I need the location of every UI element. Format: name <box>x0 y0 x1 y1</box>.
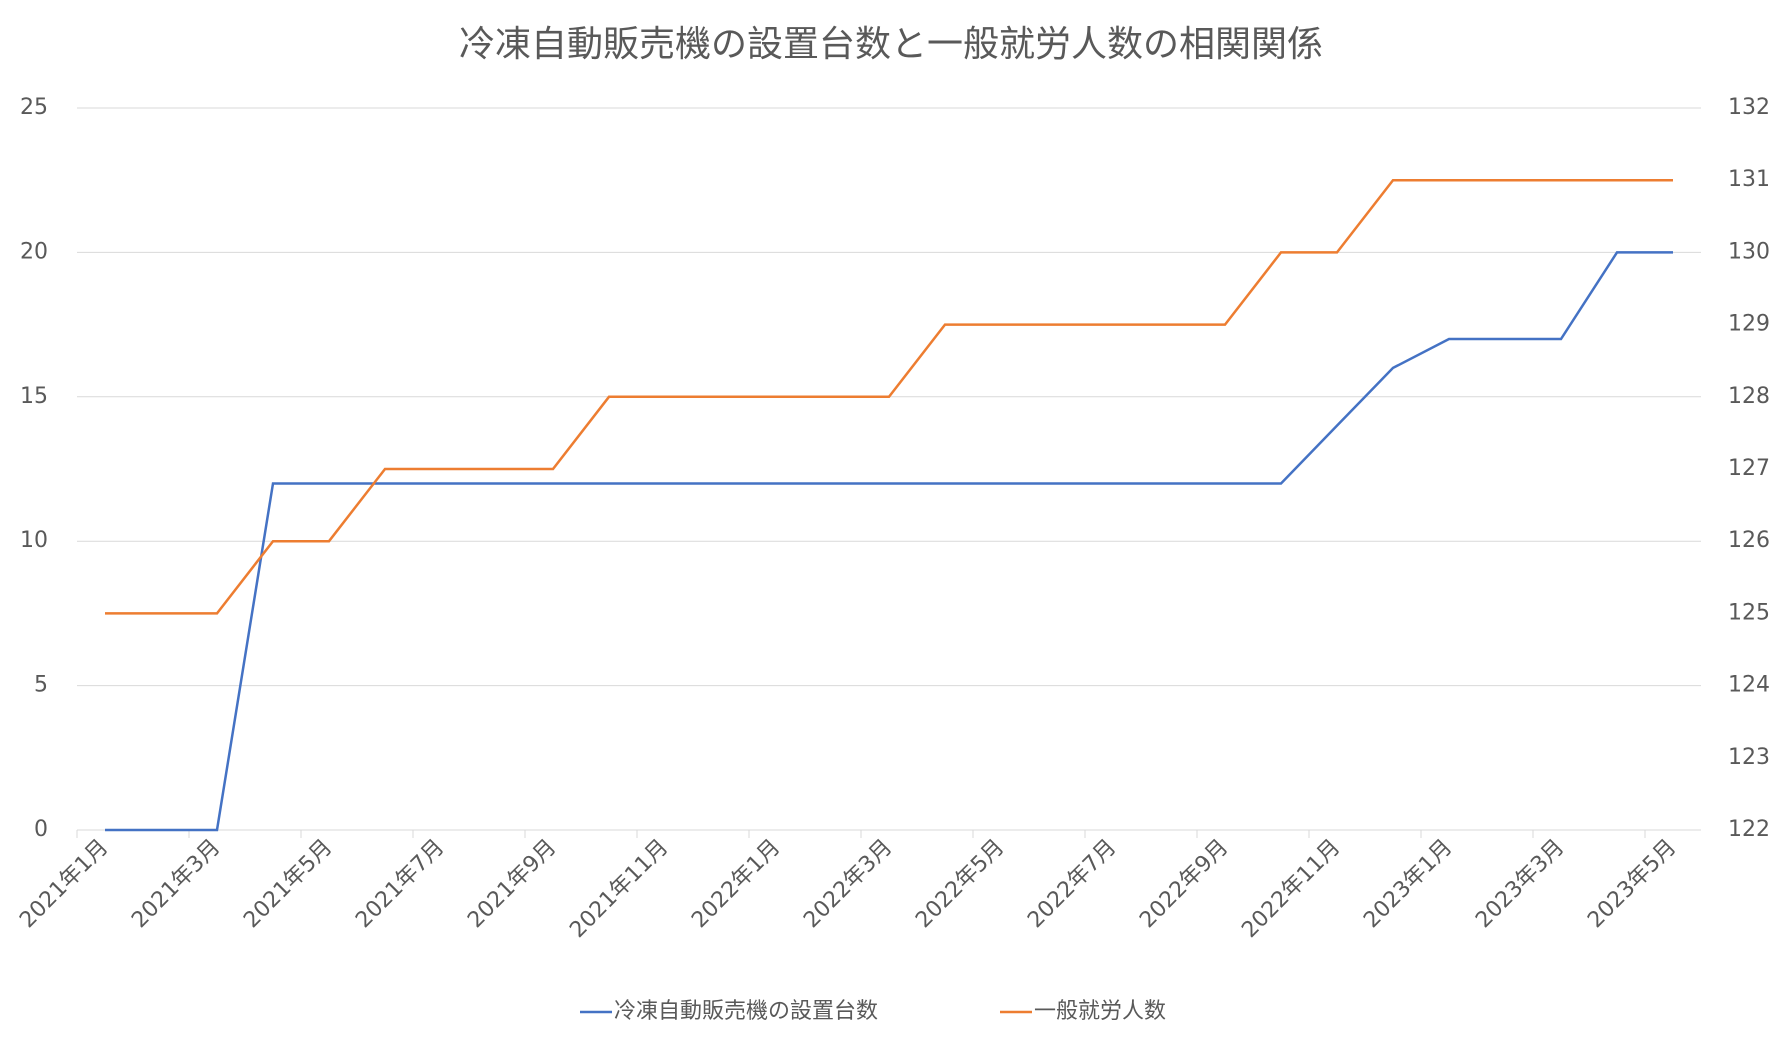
y2-tick-label: 125 <box>1728 600 1770 625</box>
y-tick-label: 25 <box>20 95 48 120</box>
y2-tick-label: 127 <box>1728 456 1770 481</box>
x-tick-label: 2021年5月 <box>239 835 337 933</box>
y2-tick-label: 124 <box>1728 673 1770 698</box>
x-tick-label: 2021年3月 <box>127 835 225 933</box>
x-tick-label: 2021年1月 <box>15 835 113 933</box>
series-line <box>105 251 1673 832</box>
y-tick-label: 20 <box>20 239 48 264</box>
y2-tick-label: 128 <box>1728 384 1770 409</box>
x-tick-label: 2022年1月 <box>687 835 785 933</box>
x-tick-label: 2023年3月 <box>1471 835 1569 933</box>
x-tick-label: 2021年7月 <box>351 835 449 933</box>
y-tick-label: 5 <box>34 673 48 698</box>
y2-tick-label: 122 <box>1728 817 1770 842</box>
y2-tick-label: 131 <box>1728 167 1770 192</box>
chart-title: 冷凍自動販売機の設置台数と一般就労人数の相関関係 <box>459 24 1323 65</box>
y2-tick-label: 123 <box>1728 745 1770 770</box>
y2-tick-label: 129 <box>1728 312 1770 337</box>
x-tick-label: 2022年5月 <box>911 835 1009 933</box>
x-tick-label: 2023年1月 <box>1359 835 1457 933</box>
y-tick-label: 10 <box>20 528 48 553</box>
x-tick-label: 2022年7月 <box>1023 835 1121 933</box>
x-tick-label: 2022年9月 <box>1135 835 1233 933</box>
y-tick-label: 0 <box>34 817 48 842</box>
series-line <box>105 178 1673 615</box>
x-tick-label: 2021年9月 <box>463 835 561 933</box>
x-tick-label: 2021年11月 <box>565 835 673 943</box>
x-tick-label: 2022年3月 <box>799 835 897 933</box>
legend-label: 一般就労人数 <box>1034 999 1166 1024</box>
y-tick-label: 15 <box>20 384 48 409</box>
y2-tick-label: 130 <box>1728 239 1770 264</box>
y2-tick-label: 132 <box>1728 95 1770 120</box>
x-tick-label: 2022年11月 <box>1237 835 1345 943</box>
x-tick-label: 2023年5月 <box>1583 835 1681 933</box>
y2-tick-label: 126 <box>1728 528 1770 553</box>
legend-label: 冷凍自動販売機の設置台数 <box>614 999 878 1024</box>
